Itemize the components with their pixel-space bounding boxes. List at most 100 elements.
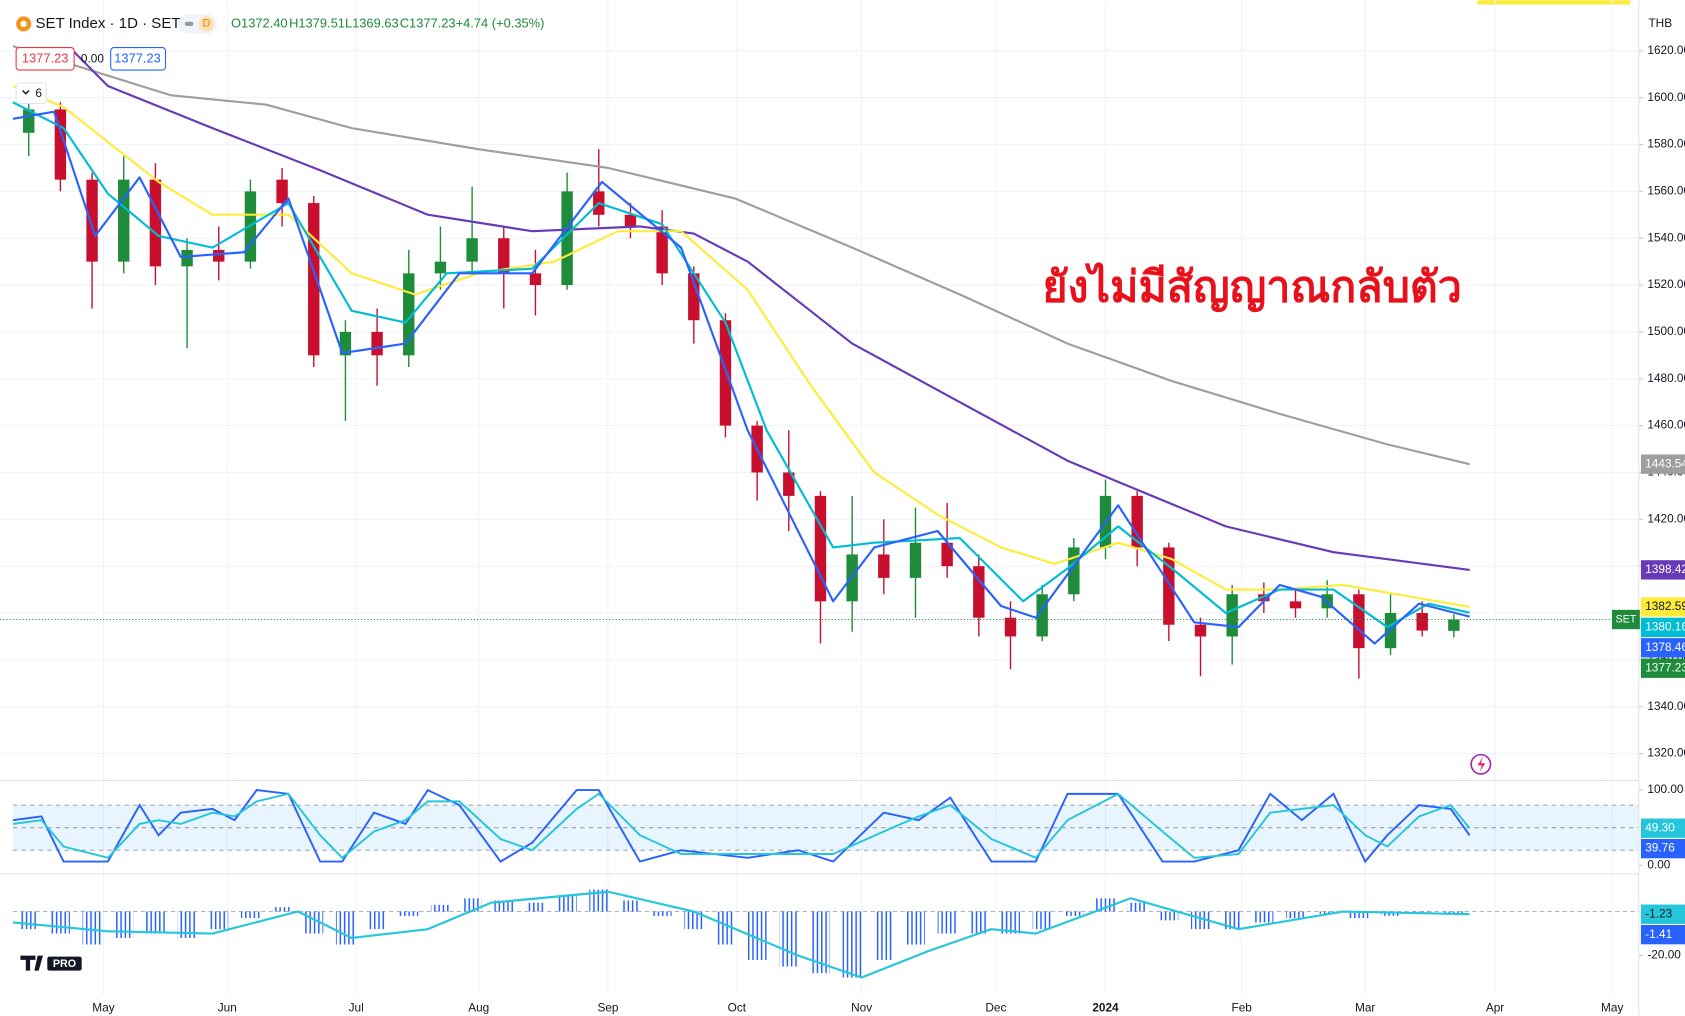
candle-body	[561, 191, 573, 286]
ohlc-change: +4.74 (+0.35%)	[456, 15, 545, 30]
buy-button[interactable]	[110, 46, 167, 71]
y-tick-label: 1620.00	[1647, 43, 1685, 57]
x-tick-label: Feb	[1231, 1000, 1252, 1014]
line-series	[12, 792, 1471, 860]
candle-body	[403, 273, 415, 356]
badge-dot	[184, 21, 194, 27]
symbol-title[interactable]: SET Index · 1D · SET	[35, 15, 180, 32]
chevron-icon	[22, 90, 30, 95]
price-tag	[1640, 838, 1685, 859]
x-tick-label: Oct	[728, 1000, 747, 1014]
candle-body	[86, 179, 98, 262]
y-tick-label: 1500.00	[1647, 324, 1685, 338]
price-tag-label: -1.41	[1645, 927, 1672, 941]
price-tag-label: 1382.59	[1645, 599, 1685, 613]
x-tick-label: Aug	[468, 1000, 489, 1014]
sell-price: 1377.23	[22, 51, 69, 66]
candle-body	[1004, 617, 1017, 637]
symbol-tag-label: SET	[1615, 613, 1636, 625]
histogram-bar	[1254, 911, 1274, 923]
histogram-bar	[1317, 911, 1337, 914]
currency[interactable]: THB	[1648, 16, 1672, 30]
histogram-bar	[684, 911, 704, 930]
indicators-count: 6	[35, 86, 42, 100]
histogram-bar	[209, 911, 229, 930]
histogram-bar	[114, 911, 134, 938]
indicators-toggle[interactable]	[15, 82, 47, 104]
candle-body	[688, 273, 700, 321]
candle-body	[23, 109, 35, 133]
ohlc-close: C1377.23	[400, 15, 456, 30]
histogram-bar	[335, 911, 355, 945]
line-series	[12, 890, 1470, 979]
price-tag-label: 1377.23	[1645, 660, 1685, 674]
y-tick-label: 1480.00	[1647, 371, 1685, 385]
price-tag	[1640, 904, 1685, 924]
lightning	[1477, 756, 1486, 772]
candle-body	[1194, 624, 1207, 637]
histogram-bar	[1032, 911, 1052, 930]
candle-body	[339, 331, 352, 356]
badge-circle	[198, 16, 214, 32]
logo-mark	[20, 955, 43, 971]
candle-body	[276, 179, 288, 204]
ohlc-open: O1372.40	[231, 15, 288, 30]
x-tick-label: 2024	[1092, 1000, 1119, 1014]
candle-body	[498, 238, 510, 274]
symbol-logo-inner	[20, 20, 27, 28]
candle-body	[1416, 613, 1428, 631]
candle-body	[308, 203, 320, 356]
price-tag	[1640, 560, 1685, 580]
x-tick-label: Nov	[851, 1000, 872, 1014]
histogram-bar	[1286, 911, 1306, 919]
line-series	[12, 788, 1471, 864]
price-tag	[1640, 658, 1685, 678]
price-tag-label: 1378.46	[1645, 640, 1685, 654]
candle-body	[466, 238, 478, 262]
price-tag-label: 1380.16	[1645, 619, 1685, 633]
price-tag	[1640, 818, 1685, 838]
histogram-bar	[1127, 902, 1147, 912]
histogram-bar	[1222, 911, 1242, 930]
price-tag	[1640, 638, 1685, 658]
histogram-bar	[177, 911, 197, 938]
candle-body	[1258, 594, 1270, 602]
histogram-bar	[525, 902, 545, 912]
histogram-bar	[19, 911, 39, 930]
line-series	[12, 110, 1470, 645]
x-tick-label: Mar	[1355, 1000, 1375, 1014]
y-tick-label: 1600.00	[1647, 90, 1685, 104]
ohlc-high: H1379.51	[289, 15, 345, 30]
price-tag-label: 39.76	[1645, 841, 1675, 855]
histogram-bar	[747, 911, 767, 960]
candle-body	[1448, 619, 1460, 631]
price-tag	[1640, 617, 1685, 638]
spread: 0.00	[81, 51, 104, 65]
histogram-bar	[557, 896, 577, 912]
y-tick-label: 1560.00	[1647, 183, 1685, 197]
histogram-bar	[272, 907, 292, 912]
candle-body	[656, 226, 668, 274]
candle-body	[941, 542, 953, 567]
sell-button[interactable]	[15, 46, 75, 71]
histogram-bar	[430, 904, 450, 912]
histogram-bar	[589, 889, 609, 912]
symbol-tag	[1611, 609, 1640, 630]
candle-body	[1131, 495, 1143, 548]
x-tick-label: May	[1601, 1000, 1623, 1014]
price-tag-label: -1.23	[1645, 906, 1672, 920]
histogram-bar	[905, 911, 925, 945]
histogram-bar	[1349, 911, 1369, 919]
candle-body	[118, 179, 130, 262]
histogram-bar	[969, 911, 989, 934]
y-tick-label: 1540.00	[1647, 230, 1685, 244]
candle-body	[181, 249, 193, 267]
price-tag-label: 49.30	[1645, 820, 1675, 834]
histogram-bar	[494, 900, 514, 912]
candle-body	[1226, 594, 1238, 637]
top-highlight	[1477, 0, 1631, 5]
candle-body	[1289, 601, 1302, 609]
